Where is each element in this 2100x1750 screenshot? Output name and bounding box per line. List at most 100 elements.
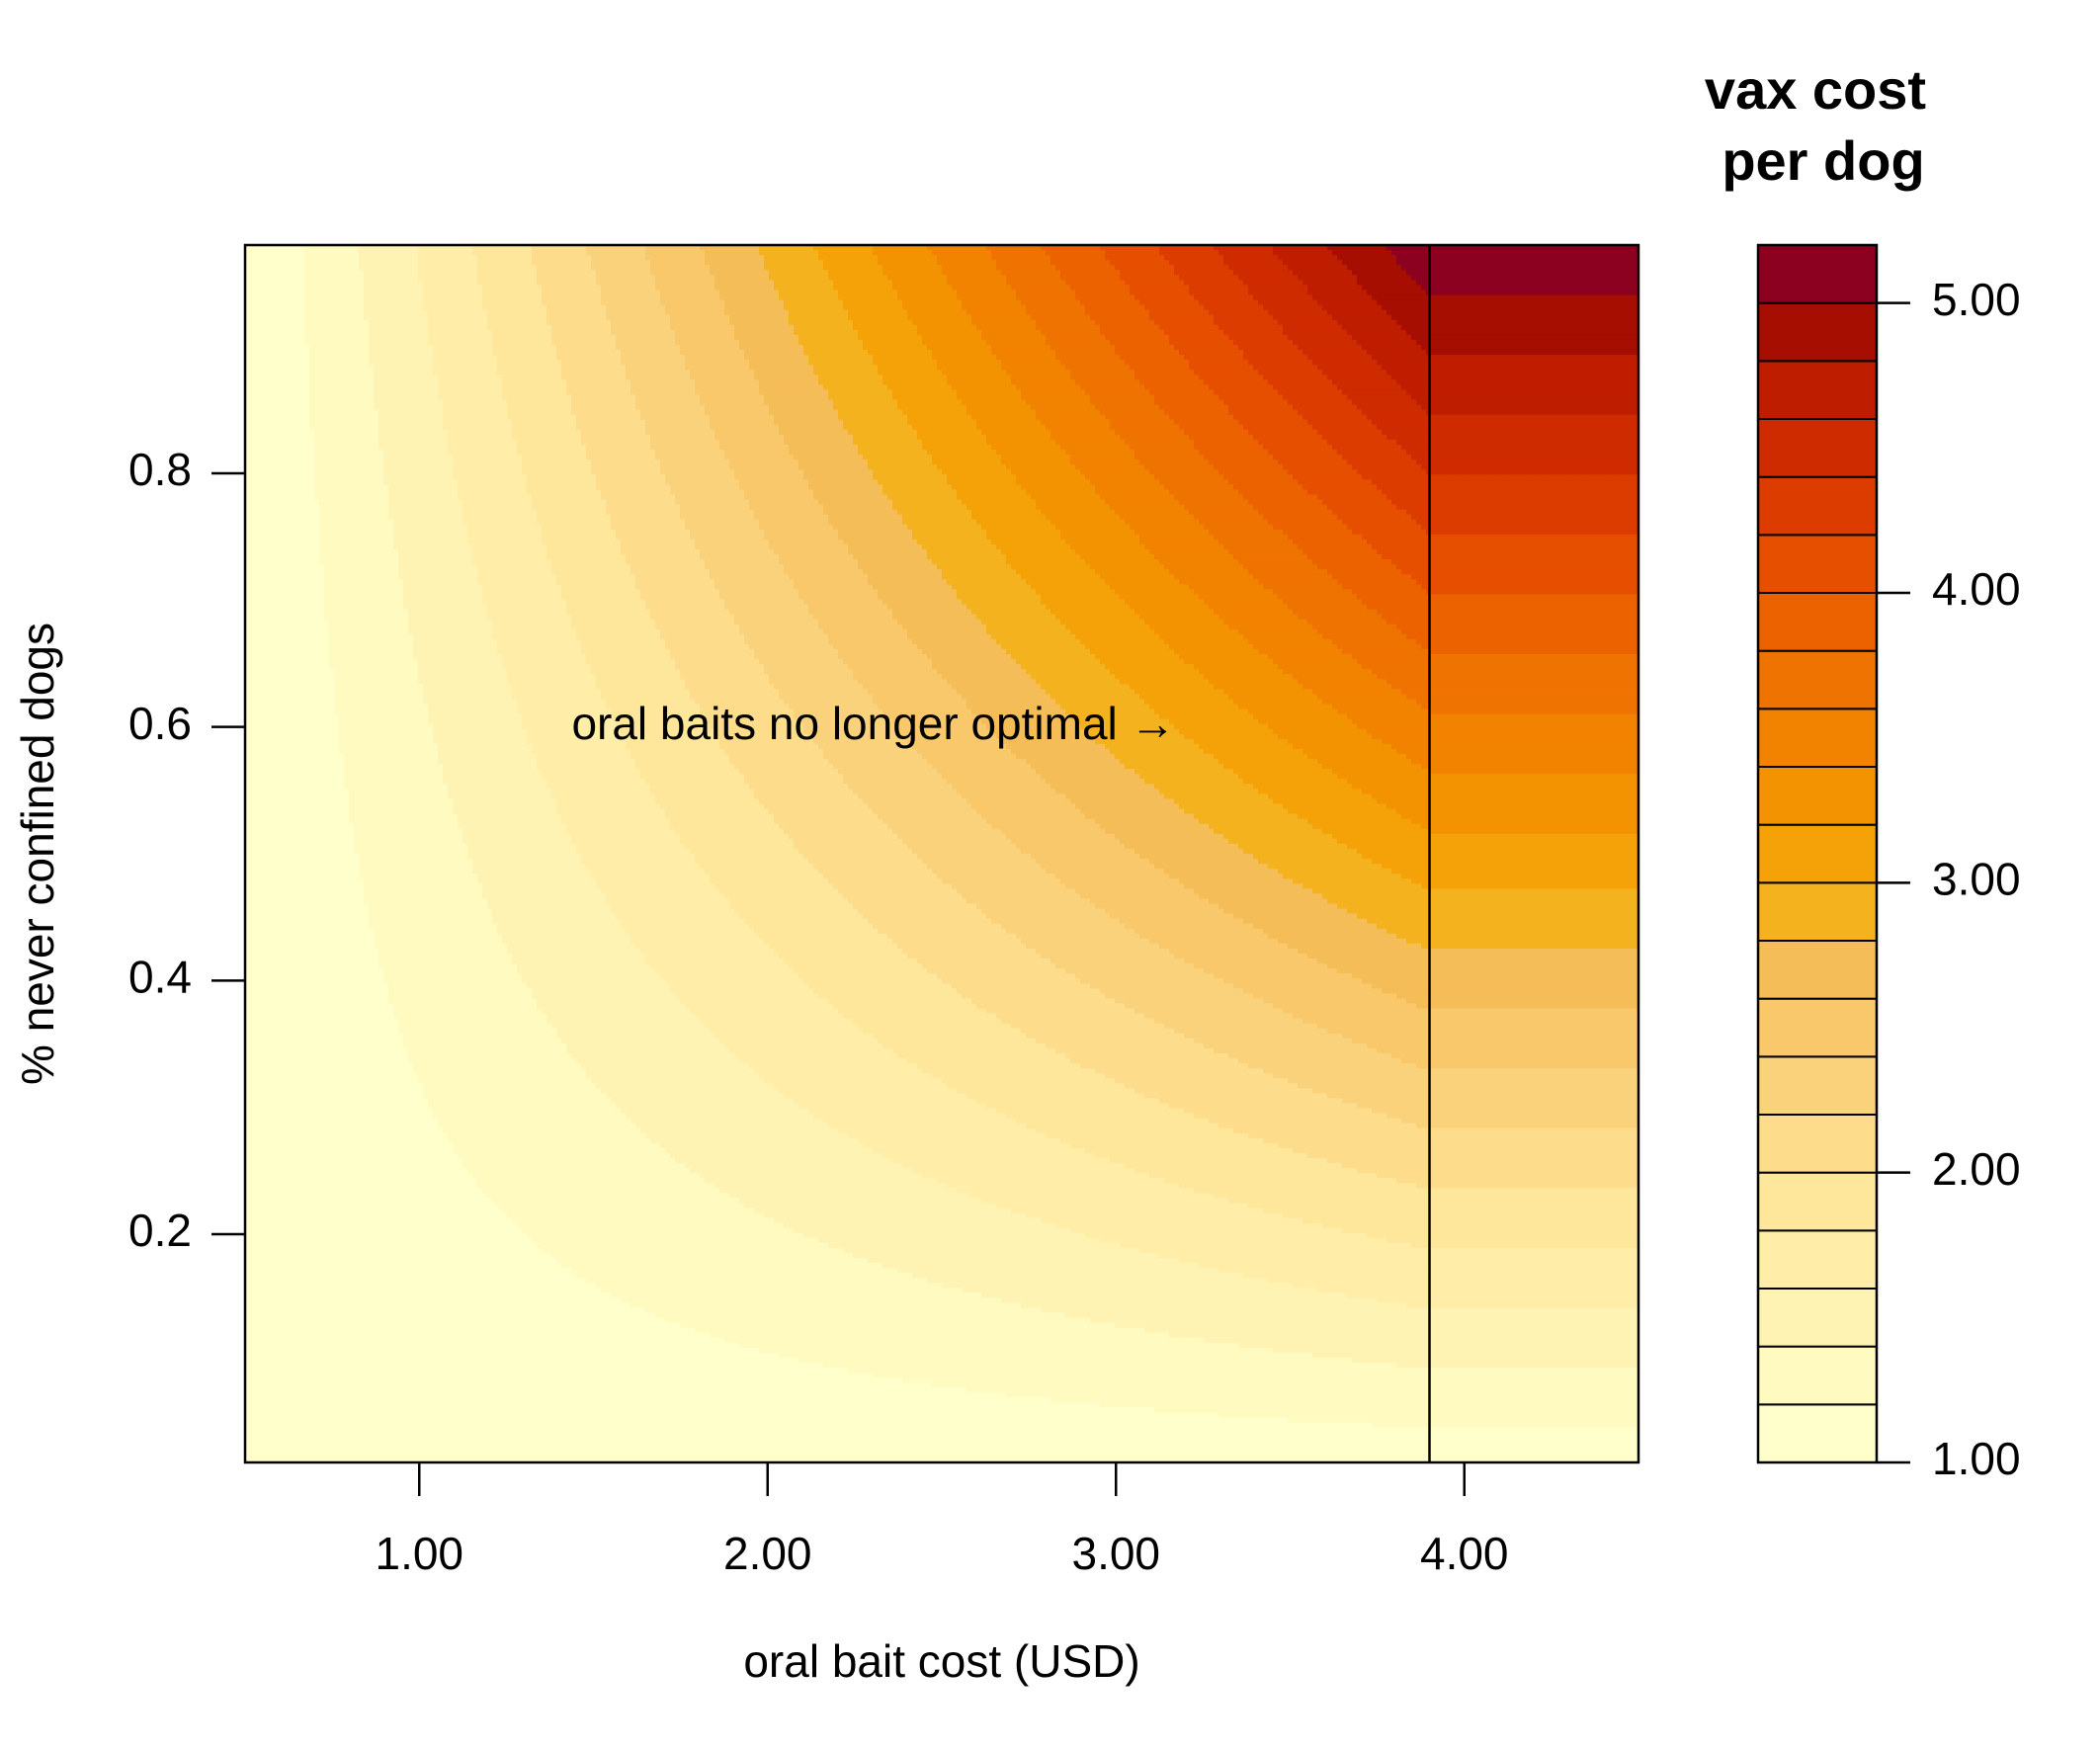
contour-cell: [285, 265, 291, 271]
contour-cell: [1016, 250, 1022, 256]
contour-cell: [1530, 255, 1536, 261]
contour-cell: [991, 250, 997, 256]
contour-cell: [848, 285, 854, 291]
contour-cell: [1090, 255, 1096, 261]
contour-cell: [1421, 275, 1427, 281]
contour-cell: [1233, 280, 1239, 286]
contour-cell: [1386, 255, 1392, 261]
contour-cell: [971, 265, 977, 271]
contour-cell: [1317, 255, 1323, 261]
contour-cell: [705, 275, 711, 281]
contour-cell: [1475, 250, 1481, 256]
contour-cell: [734, 265, 740, 271]
contour-cell: [1416, 265, 1422, 271]
contour-cell: [838, 280, 844, 286]
contour-cell: [329, 255, 335, 261]
contour-cell: [1298, 255, 1303, 261]
contour-cell: [996, 255, 1002, 261]
contour-cell: [354, 260, 360, 266]
contour-cell: [1233, 250, 1239, 256]
contour-cell: [833, 250, 839, 256]
contour-cell: [655, 255, 661, 261]
contour-cell: [976, 255, 982, 261]
contour-cell: [1204, 275, 1210, 281]
contour-cell: [378, 265, 384, 271]
contour-cell: [1263, 265, 1269, 271]
contour-cell: [1609, 270, 1615, 276]
contour-cell: [897, 280, 903, 286]
contour-cell: [299, 255, 305, 261]
contour-cell: [1199, 255, 1205, 261]
contour-cell: [818, 280, 824, 286]
contour-cell: [329, 275, 335, 281]
contour-cell: [344, 265, 350, 271]
contour-cell: [294, 275, 300, 281]
contour-cell: [1431, 250, 1437, 256]
contour-cell: [532, 255, 538, 261]
contour-cell: [1159, 280, 1165, 286]
contour-cell: [596, 280, 602, 286]
contour-cell: [1006, 255, 1012, 261]
contour-cell: [640, 285, 646, 291]
contour-cell: [1490, 255, 1496, 261]
contour-cell: [1357, 265, 1363, 271]
contour-cell: [255, 285, 261, 291]
contour-cell: [1475, 255, 1481, 261]
contour-cell: [1382, 265, 1387, 271]
contour-cell: [1406, 255, 1412, 261]
contour-cell: [492, 280, 498, 286]
contour-cell: [403, 275, 409, 281]
contour-cell: [369, 265, 375, 271]
contour-cell: [1342, 280, 1348, 286]
contour-cell: [304, 265, 310, 271]
contour-cell: [1480, 275, 1486, 281]
contour-cell: [270, 285, 276, 291]
contour-cell: [1228, 260, 1234, 266]
contour-cell: [729, 250, 735, 256]
contour-cell: [487, 255, 493, 261]
contour-cell: [1377, 275, 1383, 281]
contour-cell: [601, 285, 607, 291]
contour-cell: [937, 270, 943, 276]
contour-cell: [1461, 275, 1467, 281]
contour-cell: [537, 270, 543, 276]
contour-cell: [878, 275, 883, 281]
contour-cell: [808, 255, 814, 261]
contour-cell: [1278, 250, 1284, 256]
contour-cell: [1475, 265, 1481, 271]
contour-cell: [878, 285, 883, 291]
contour-cell: [1530, 280, 1536, 286]
contour-cell: [1352, 250, 1358, 256]
contour-cell: [937, 285, 943, 291]
contour-cell: [1377, 250, 1383, 256]
contour-cell: [438, 280, 444, 286]
contour-cell: [502, 285, 508, 291]
contour-cell: [448, 265, 454, 271]
contour-cell: [250, 285, 256, 291]
contour-cell: [1411, 275, 1417, 281]
contour-cell: [517, 250, 523, 256]
contour-cell: [863, 265, 869, 271]
contour-cell: [991, 275, 997, 281]
contour-cell: [418, 285, 424, 291]
contour-cell: [1317, 260, 1323, 266]
contour-cell: [630, 260, 636, 266]
contour-cell: [1041, 270, 1047, 276]
contour-cell: [1505, 250, 1511, 256]
contour-cell: [522, 285, 528, 291]
contour-cell: [556, 255, 562, 261]
contour-cell: [1545, 260, 1551, 266]
contour-cell: [917, 280, 923, 286]
contour-cell: [882, 275, 888, 281]
contour-cell: [1130, 270, 1135, 276]
contour-cell: [1194, 250, 1200, 256]
contour-cell: [581, 255, 587, 261]
contour-cell: [527, 275, 533, 281]
contour-cell: [981, 250, 987, 256]
contour-cell: [561, 275, 567, 281]
contour-cell: [1110, 265, 1116, 271]
contour-cell: [838, 250, 844, 256]
contour-cell: [1302, 250, 1308, 256]
contour-cell: [502, 280, 508, 286]
contour-cell: [1125, 275, 1131, 281]
